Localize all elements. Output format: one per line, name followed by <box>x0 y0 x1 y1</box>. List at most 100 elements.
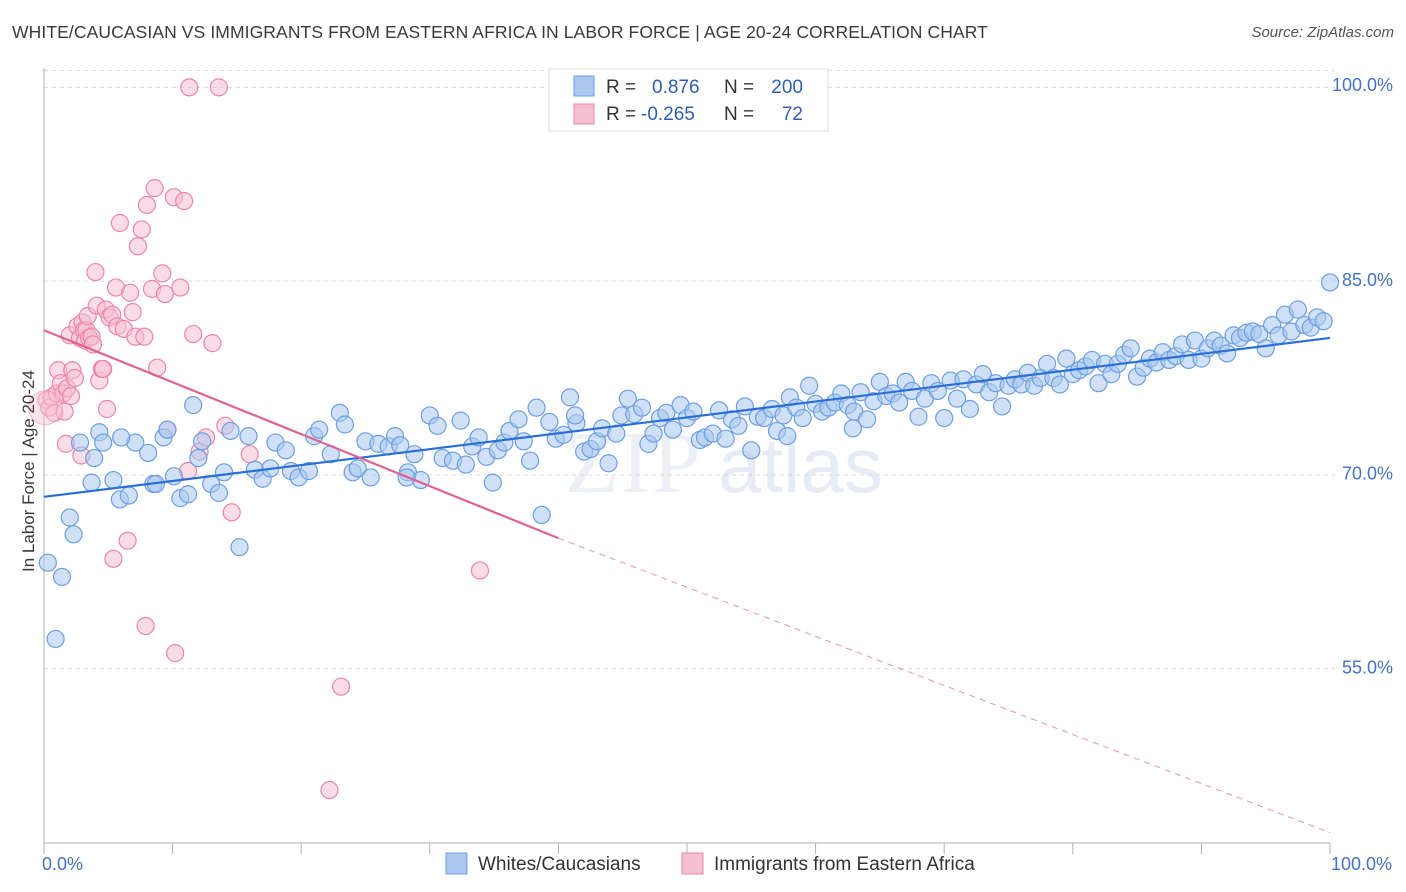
whites-point <box>483 473 502 492</box>
eastern-africa-point <box>136 616 155 636</box>
whites-point <box>566 406 585 425</box>
whites-point <box>599 454 618 473</box>
eastern-africa-point <box>175 191 194 211</box>
eastern-africa-point <box>104 549 123 568</box>
whites-point <box>644 424 663 443</box>
legend-r-label-1: R = <box>606 77 636 98</box>
bottom-legend-label-whites: Whites/Caucasians <box>478 854 641 875</box>
eastern-africa-point <box>137 195 156 215</box>
whites-point <box>82 473 101 492</box>
whites-point <box>112 428 131 447</box>
whites-point <box>405 445 424 464</box>
whites-point <box>909 407 928 426</box>
eastern-africa-point <box>470 561 490 580</box>
grid-lines <box>44 70 1335 670</box>
whites-point <box>310 420 329 439</box>
bottom-legend-label-eastern-africa: Immigrants from Eastern Africa <box>714 854 975 875</box>
eastern-africa-point <box>222 503 241 522</box>
whites-point <box>214 463 234 482</box>
eastern-africa-point <box>135 327 154 346</box>
whites-point <box>843 419 862 438</box>
whites-point <box>992 397 1012 416</box>
eastern-africa-point <box>123 303 142 322</box>
y-tick-label: 100.0% <box>1332 75 1393 95</box>
legend-n-value-2: 72 <box>782 104 803 125</box>
eastern-africa-point <box>203 334 222 353</box>
whites-point <box>947 389 967 408</box>
bottom-legend: Whites/Caucasians Immigrants from Easter… <box>445 852 975 875</box>
whites-point <box>178 485 198 504</box>
whites-point <box>540 412 559 432</box>
whites-point <box>230 538 249 557</box>
eastern-africa-point <box>155 284 174 304</box>
eastern-africa-point <box>171 278 190 297</box>
whites-trend-line <box>43 336 1331 498</box>
whites-point <box>857 410 877 429</box>
eastern-africa-trend-line <box>43 329 559 540</box>
whites-point <box>800 376 819 395</box>
whites-point <box>189 448 208 468</box>
whites-point <box>299 461 319 481</box>
whites-point <box>742 441 761 460</box>
whites-point <box>158 420 177 439</box>
whites-point <box>554 425 573 444</box>
eastern-africa-point <box>166 644 185 663</box>
series-eastern-africa-points <box>27 78 490 800</box>
legend-r-label-2: R = <box>606 104 636 125</box>
eastern-africa-point <box>331 677 351 696</box>
eastern-africa-point <box>209 78 228 97</box>
whites-point <box>193 432 212 451</box>
whites-point <box>509 410 528 429</box>
whites-point <box>85 448 104 468</box>
whites-point <box>38 553 57 572</box>
whites-point <box>119 486 138 505</box>
whites-point <box>778 427 797 446</box>
eastern-africa-point <box>97 399 117 419</box>
legend-n-value-1: 200 <box>771 77 803 98</box>
legend-n-label-1: N = <box>724 77 754 98</box>
eastern-africa-point <box>94 359 113 379</box>
eastern-africa-point <box>184 324 203 344</box>
eastern-africa-point <box>145 179 164 198</box>
eastern-africa-point <box>61 386 81 406</box>
whites-point <box>139 443 158 463</box>
chart-title: WHITE/CAUCASIAN VS IMMIGRANTS FROM EASTE… <box>12 22 988 42</box>
whites-point <box>618 389 637 408</box>
whites-point <box>521 451 540 470</box>
eastern-africa-point <box>240 445 259 464</box>
eastern-africa-point <box>153 264 172 283</box>
eastern-africa-point <box>110 213 129 233</box>
whites-point <box>1320 273 1340 292</box>
x-ticks <box>43 843 1331 854</box>
whites-point <box>532 505 551 525</box>
whites-point <box>663 420 682 439</box>
legend-swatch-whites <box>573 75 595 97</box>
whites-point <box>46 629 65 649</box>
legend-box: R = 0.876 N = 200 R = -0.265 N = 72 <box>548 68 829 132</box>
eastern-africa-point <box>320 780 339 800</box>
whites-point <box>348 459 367 478</box>
whites-point <box>60 508 79 527</box>
whites-point <box>1288 300 1307 319</box>
whites-point <box>104 470 123 490</box>
whites-point <box>451 411 470 430</box>
whites-point <box>793 408 812 428</box>
whites-point <box>1089 374 1108 393</box>
eastern-africa-point <box>132 220 151 239</box>
eastern-africa-trend-extension <box>558 537 1331 834</box>
legend-frame <box>548 68 829 132</box>
trend-lines <box>43 329 1331 834</box>
whites-point <box>70 433 90 452</box>
y-tick-label: 85.0% <box>1342 270 1393 290</box>
whites-point <box>632 398 652 417</box>
x-tick-label-left: 0.0% <box>42 854 83 874</box>
eastern-africa-point <box>121 283 140 302</box>
whites-point <box>94 433 113 452</box>
y-tick-label: 70.0% <box>1342 464 1393 484</box>
whites-point <box>560 388 580 407</box>
whites-point <box>657 403 676 422</box>
whites-point <box>276 441 295 460</box>
whites-point <box>973 365 992 384</box>
